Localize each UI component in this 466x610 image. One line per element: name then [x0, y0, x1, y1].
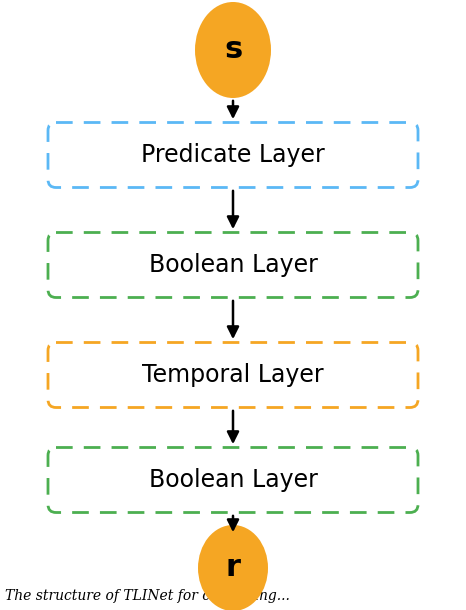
FancyBboxPatch shape — [48, 448, 418, 512]
FancyBboxPatch shape — [48, 232, 418, 298]
FancyBboxPatch shape — [48, 342, 418, 407]
Text: s: s — [224, 35, 242, 65]
Ellipse shape — [198, 525, 268, 610]
Text: r: r — [226, 553, 240, 583]
FancyBboxPatch shape — [48, 123, 418, 187]
Text: Boolean Layer: Boolean Layer — [149, 253, 317, 277]
Ellipse shape — [195, 2, 271, 98]
Text: Predicate Layer: Predicate Layer — [141, 143, 325, 167]
Text: Temporal Layer: Temporal Layer — [142, 363, 324, 387]
Text: The structure of TLINet for classifying...: The structure of TLINet for classifying.… — [5, 589, 290, 603]
Text: Boolean Layer: Boolean Layer — [149, 468, 317, 492]
